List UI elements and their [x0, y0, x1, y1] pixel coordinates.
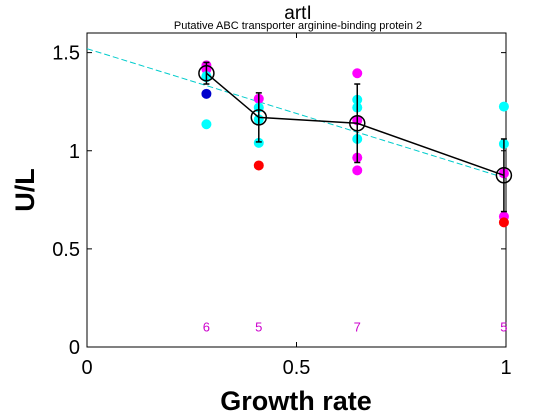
data-point	[201, 119, 212, 130]
sample-count-label: 5	[255, 319, 262, 334]
mean-marker	[250, 109, 268, 126]
data-point	[498, 217, 509, 228]
y-axis-label: U/L	[10, 168, 40, 212]
mean-marker	[349, 115, 366, 132]
data-point	[352, 68, 363, 79]
data-point	[201, 88, 212, 99]
fit-line	[86, 48, 507, 179]
x-axis-label: Growth rate	[220, 386, 372, 416]
y-tick-label: 1	[69, 141, 80, 163]
y-axis-ticks: 0 0.5 1 1.5	[52, 43, 506, 359]
sample-counts: 6 5 7 5	[203, 319, 508, 334]
sample-count-label: 7	[354, 319, 361, 334]
data-point	[498, 101, 509, 112]
x-tick-label: 1	[500, 357, 511, 379]
x-tick-label: 0.5	[283, 357, 311, 379]
mean-line	[205, 72, 505, 176]
data-point	[253, 137, 264, 148]
sample-count-label: 6	[203, 319, 210, 334]
mean-marker	[495, 167, 513, 184]
chart-subtitle: Putative ABC transporter arginine-bindin…	[174, 20, 422, 32]
x-tick-label: 0	[81, 357, 92, 379]
data-point	[253, 160, 264, 171]
plot-area	[86, 32, 507, 348]
mean-marker	[198, 64, 215, 82]
fit-line-group	[86, 48, 507, 179]
x-axis-ticks: 0 0.5 1	[81, 33, 512, 379]
y-tick-label: 1.5	[52, 43, 80, 65]
y-tick-label: 0	[69, 337, 80, 359]
data-point	[352, 165, 363, 176]
mean-line-group	[198, 61, 513, 213]
y-tick-label: 0.5	[52, 239, 80, 261]
chart-title: artI	[284, 3, 311, 24]
sample-count-label: 5	[500, 319, 507, 334]
